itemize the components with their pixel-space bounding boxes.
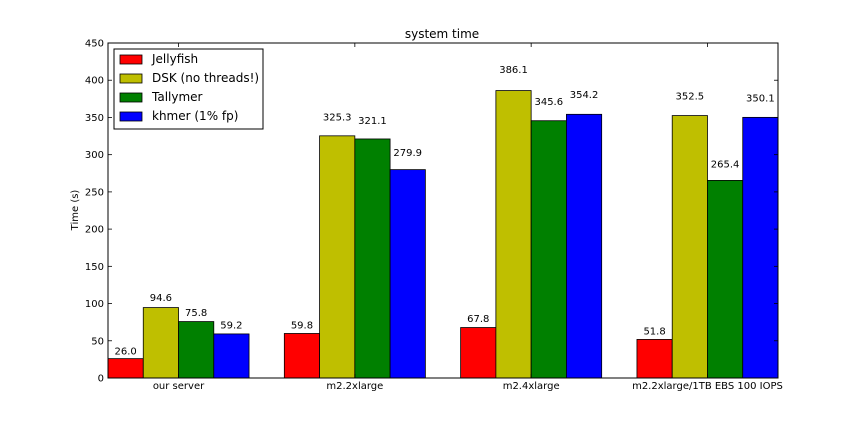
- bar-value-label: 51.8: [643, 327, 665, 338]
- bar-jellyfish-3: [636, 339, 673, 379]
- x-tick-label: m2.4xlarge: [503, 381, 560, 392]
- bar-jellyfish-1: [283, 333, 320, 379]
- legend-label: Jellyfish: [151, 52, 198, 66]
- legend: Jellyfish DSK (no threads!) Tallymer khmer …: [113, 48, 264, 130]
- legend-swatch: [119, 92, 143, 103]
- y-axis-label: Time (s): [70, 190, 81, 232]
- bar-tallymer-1: [354, 138, 391, 379]
- y-tick-label: 0: [98, 374, 104, 385]
- x-tick-label: m2.2xlarge: [326, 381, 383, 392]
- bar-jellyfish-0: [107, 358, 144, 379]
- bar-value-label: 325.3: [323, 113, 352, 124]
- y-tick-label: 50: [91, 336, 104, 347]
- bar-value-label: 26.0: [114, 347, 136, 358]
- legend-label: DSK (no threads!): [152, 71, 259, 85]
- legend-label: khmer (1% fp): [152, 109, 238, 123]
- bar-value-label: 321.1: [358, 116, 387, 127]
- bar-tallymer-0: [178, 321, 215, 379]
- y-tick-label: 450: [85, 39, 104, 50]
- bar-tallymer-3: [707, 180, 744, 379]
- bar-value-label: 352.5: [676, 91, 705, 102]
- bar-value-label: 59.2: [220, 321, 242, 332]
- bar-value-label: 75.8: [185, 308, 207, 319]
- bar-value-label: 94.6: [150, 293, 172, 304]
- y-tick-label: 200: [85, 225, 104, 236]
- bar-khmer-1-fp--1: [389, 169, 426, 379]
- bar-value-label: 67.8: [467, 314, 489, 325]
- bar-value-label: 350.1: [746, 93, 775, 104]
- legend-label: Tallymer: [151, 90, 203, 104]
- bar-khmer-1-fp--2: [566, 113, 603, 379]
- bar-khmer-1-fp--3: [742, 116, 779, 379]
- bar-dsk-no-threads--3: [671, 115, 708, 379]
- y-tick-label: 350: [85, 113, 104, 124]
- y-tick-label: 300: [85, 150, 104, 161]
- bar-value-label: 386.1: [499, 65, 528, 76]
- bar-value-label: 59.8: [291, 320, 313, 331]
- chart-title: system time: [405, 27, 479, 41]
- x-tick-label: m2.2xlarge/1TB EBS 100 IOPS: [632, 381, 783, 392]
- bar-value-label: 354.2: [570, 90, 599, 101]
- bar-jellyfish-2: [460, 327, 497, 379]
- bar-tallymer-2: [530, 120, 567, 379]
- bar-dsk-no-threads--1: [319, 135, 356, 379]
- bar-dsk-no-threads--2: [495, 90, 532, 379]
- x-tick-label: our server: [153, 381, 205, 392]
- bar-value-label: 279.9: [393, 148, 422, 159]
- legend-swatch: [119, 73, 143, 84]
- y-tick-label: 100: [85, 299, 104, 310]
- legend-swatch: [119, 54, 143, 65]
- y-tick-label: 150: [85, 262, 104, 273]
- bar-value-label: 345.6: [534, 97, 563, 108]
- bar-value-label: 265.4: [711, 160, 740, 171]
- plot-frame: [107, 42, 779, 379]
- y-tick-label: 400: [85, 76, 104, 87]
- legend-swatch: [119, 111, 143, 122]
- bar-dsk-no-threads--0: [142, 307, 179, 379]
- plot-area: 26.0 59.8 67.8 51.8 94.6 325.3 386.1 352.5 75.8 3…: [85, 39, 783, 393]
- bar-khmer-1-fp--0: [213, 333, 250, 379]
- y-tick-label: 250: [85, 187, 104, 198]
